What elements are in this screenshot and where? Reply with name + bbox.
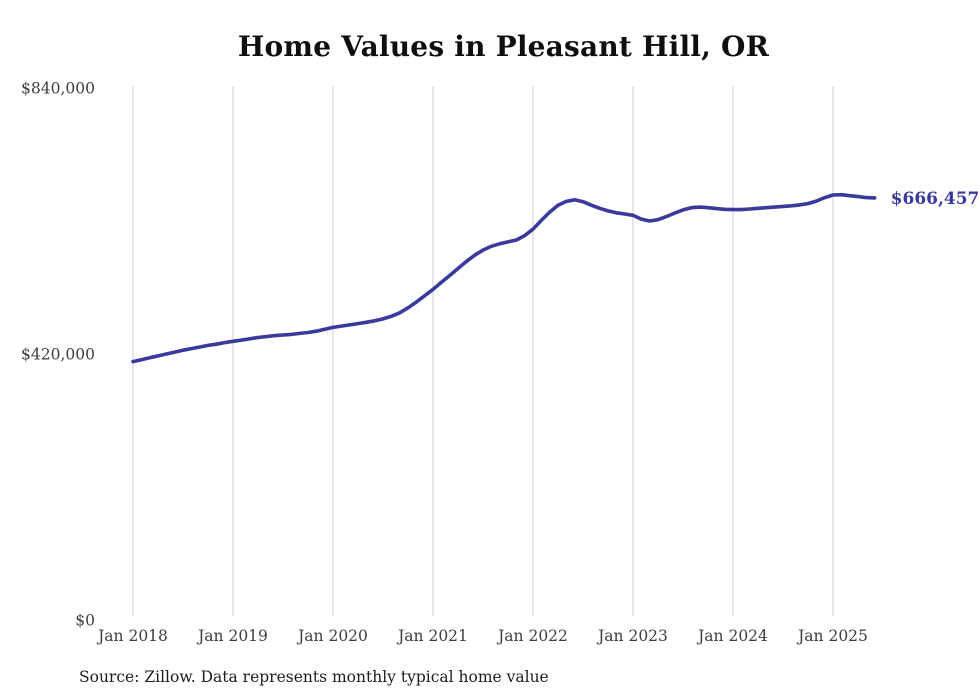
source-note: Source: Zillow. Data represents monthly … xyxy=(79,668,549,686)
x-tick-label: Jan 2022 xyxy=(496,627,568,645)
x-tick-label: Jan 2023 xyxy=(596,627,668,645)
x-tick-label: Jan 2024 xyxy=(696,627,768,645)
x-tick-label: Jan 2019 xyxy=(196,627,268,645)
x-tick-label: Jan 2020 xyxy=(296,627,368,645)
home-value-line xyxy=(131,192,877,364)
end-value-label: $666,457 xyxy=(891,189,980,209)
chart-title: Home Values in Pleasant Hill, OR xyxy=(237,30,770,63)
y-tick-label: $0 xyxy=(75,612,95,630)
x-tick-label: Jan 2025 xyxy=(796,627,868,645)
y-tick-label: $420,000 xyxy=(21,346,95,364)
x-tick-label: Jan 2021 xyxy=(396,627,468,645)
x-tick-label: Jan 2018 xyxy=(96,627,168,645)
y-tick-label: $840,000 xyxy=(21,80,95,98)
